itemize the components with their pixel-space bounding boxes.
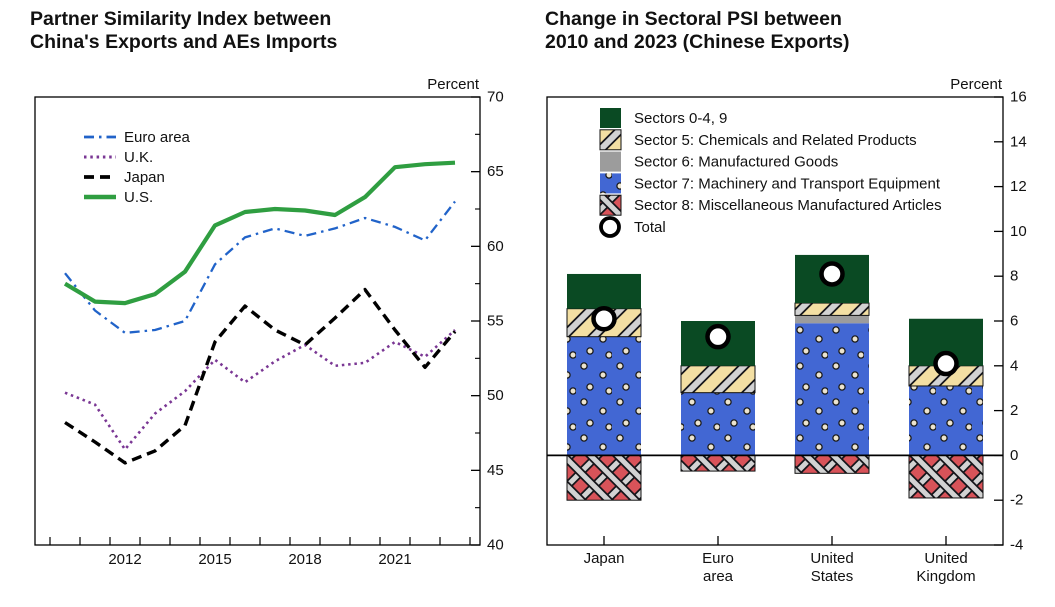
- bar-segment-sector-3-united-states: [795, 323, 869, 456]
- total-marker-japan: [591, 306, 617, 332]
- x-axis-tick-label: 2021: [378, 551, 411, 568]
- x-axis-category-label: United: [810, 550, 853, 567]
- y-axis-tick-label: 12: [1010, 178, 1027, 195]
- y-axis-tick-label: 4: [1010, 357, 1018, 374]
- bar-segment-sector-3-japan: [567, 336, 641, 456]
- bar-segment-sector-2-united-states: [795, 315, 869, 324]
- bar-segment-sector-1-united-states: [794, 302, 870, 316]
- plot-frame: [546, 96, 1004, 546]
- legend-swatch-dots: [600, 173, 621, 194]
- legend-label: Sector 7: Machinery and Transport Equipm…: [634, 175, 941, 192]
- y-axis-tick-label: -2: [1010, 492, 1023, 509]
- x-axis-category-label: Kingdom: [916, 568, 975, 585]
- x-axis-category-label: Euro: [702, 550, 734, 567]
- y-axis-unit-label: Percent: [427, 76, 480, 93]
- bar-segment-sector-8-euro-area: [680, 454, 756, 472]
- legend-swatch-gray: [600, 151, 621, 172]
- legend-label: Japan: [124, 169, 165, 186]
- y-axis-tick-label: 8: [1010, 268, 1018, 285]
- y-axis-tick-label: 45: [487, 462, 504, 479]
- y-axis-tick-label: 14: [1010, 133, 1027, 150]
- y-axis-tick-label: 70: [487, 89, 504, 106]
- total-marker-united-states: [819, 261, 845, 287]
- bar-segment-sector-8-united-states: [794, 454, 870, 474]
- line-series-u-s-: [63, 160, 456, 306]
- legend-label: Total: [634, 219, 666, 236]
- total-marker-euro-area: [705, 323, 731, 350]
- total-marker-united-kingdom: [933, 350, 959, 377]
- x-axis-category-label: United: [924, 550, 967, 567]
- y-axis-tick-label: 65: [487, 163, 504, 180]
- legend-label: Sector 5: Chemicals and Related Products: [634, 132, 917, 149]
- y-axis-unit-label: Percent: [950, 76, 1003, 93]
- y-axis-tick-label: 55: [487, 313, 504, 330]
- right-chart-title-line2: 2010 and 2023 (Chinese Exports): [545, 31, 850, 53]
- bar-segment-sector-8-japan: [566, 454, 642, 501]
- x-axis-category-label: Japan: [584, 550, 625, 567]
- bar-segment-sector-8-united-kingdom: [908, 454, 984, 499]
- left-chart-title: Partner Similarity Index between China's…: [30, 8, 430, 54]
- y-axis-tick-label: -4: [1010, 537, 1023, 554]
- x-axis-tick-label: 2012: [108, 551, 141, 568]
- y-axis-tick-label: 60: [487, 238, 504, 255]
- right-chart-title: Change in Sectoral PSI between 2010 and …: [545, 8, 985, 54]
- legend-swatch-hatch: [599, 129, 622, 151]
- legend-label: U.S.: [124, 189, 153, 206]
- y-axis-tick-label: 40: [487, 537, 504, 554]
- left-chart-title-line1: Partner Similarity Index between: [30, 8, 332, 30]
- x-axis-tick-label: 2018: [288, 551, 321, 568]
- bar-segment-sector-1-euro-area: [680, 365, 756, 394]
- bar-segment-sector-3-united-kingdom: [909, 385, 983, 456]
- y-axis-tick-label: 10: [1010, 223, 1027, 240]
- legend-swatch-green: [600, 108, 621, 128]
- bar-segment-sector-3-euro-area: [681, 392, 755, 456]
- x-axis-tick-label: 2015: [198, 551, 231, 568]
- x-axis-category-label: area: [703, 568, 734, 585]
- legend-label: Euro area: [124, 129, 191, 146]
- y-axis-tick-label: 2: [1010, 402, 1018, 419]
- right-chart-title-line1: Change in Sectoral PSI between: [545, 8, 842, 30]
- legend-swatch-cross: [599, 194, 622, 216]
- legend-total-marker: [599, 216, 621, 238]
- legend-label: U.K.: [124, 149, 153, 166]
- bar-segment-sector-0-japan: [567, 273, 641, 309]
- legend-label: Sector 8: Miscellaneous Manufactured Art…: [634, 197, 942, 214]
- legend-label: Sector 6: Manufactured Goods: [634, 154, 838, 171]
- left-chart-title-line2: China's Exports and AEs Imports: [30, 31, 338, 53]
- legend-label: Sectors 0-4, 9: [634, 110, 727, 127]
- line-series-euro-area: [64, 200, 456, 335]
- x-axis-category-label: States: [811, 568, 854, 585]
- plot-frame: [34, 96, 481, 546]
- y-axis-tick-label: 50: [487, 387, 504, 404]
- y-axis-tick-label: 6: [1010, 313, 1018, 330]
- y-axis-tick-label: 0: [1010, 447, 1018, 464]
- y-axis-tick-label: 16: [1010, 89, 1027, 106]
